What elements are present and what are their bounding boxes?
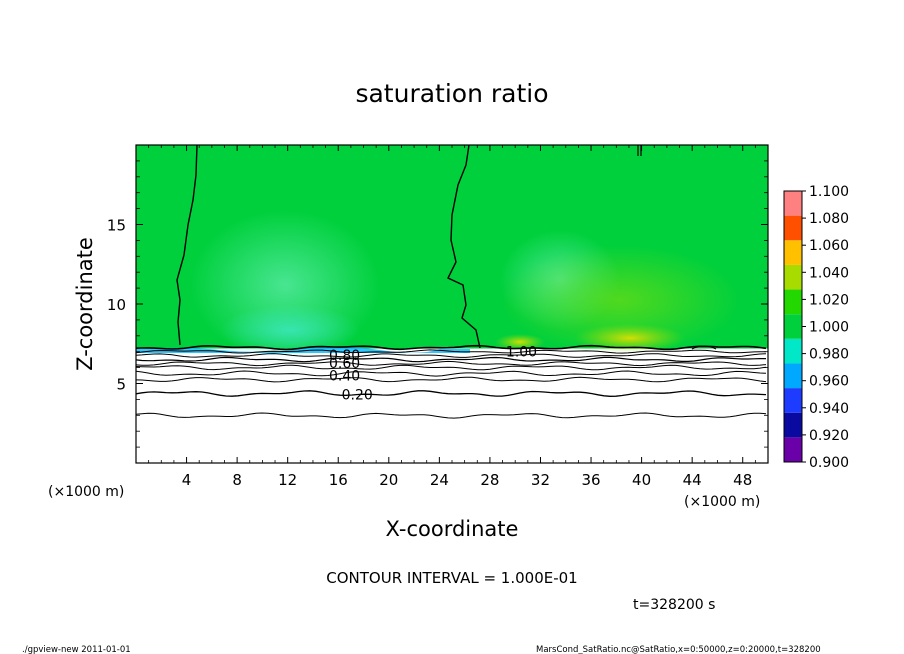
- y-tick-label-0: 5: [116, 376, 126, 394]
- contour-label-1: 0.80: [329, 348, 360, 364]
- contour-vertical-right: [447, 145, 481, 349]
- chart-title: saturation ratio: [355, 79, 548, 108]
- time-stamp: t=328200 s: [633, 597, 715, 613]
- colorbar-swatch-6: [784, 289, 802, 315]
- colorbar-label-4: 0.980: [809, 347, 849, 363]
- contour-line-9: [136, 412, 767, 419]
- x-tick-label-6: 28: [480, 471, 499, 489]
- colorbar-swatch-1: [784, 412, 802, 438]
- contour-label-2: 0.60: [329, 356, 360, 372]
- contour-line-7: [136, 376, 767, 383]
- y-tick-label-1: 10: [107, 296, 126, 314]
- x-tick-label-3: 16: [329, 471, 348, 489]
- y-tick-label-2: 15: [107, 217, 126, 235]
- x-tick-label-0: 4: [182, 471, 192, 489]
- colorbar-label-8: 1.060: [809, 238, 849, 254]
- colorbar-swatch-3: [784, 363, 802, 389]
- x-unit-left: (×1000 m): [48, 484, 124, 500]
- x-tick-label-11: 48: [733, 471, 752, 489]
- y-axis-label: Z-coordinate: [73, 237, 97, 371]
- x-tick-label-5: 24: [430, 471, 449, 489]
- contour-line-5: [136, 364, 767, 371]
- contour-line-1: [136, 349, 766, 354]
- x-tick-label-10: 44: [683, 471, 702, 489]
- colorbar-label-1: 0.920: [809, 428, 849, 444]
- contour-line-0: [136, 344, 767, 351]
- x-tick-label-1: 8: [232, 471, 242, 489]
- contour-labels: 1.00 0.800.600.40 0.20: [329, 345, 537, 404]
- colorbar-swatch-5: [784, 314, 802, 339]
- contour-line-4: [136, 360, 767, 367]
- contour-vertical-left: [176, 145, 198, 346]
- colorbar: 0.900 0.920 0.940 0.960 0.980 1.000 1.020 1.040…: [783, 184, 849, 471]
- contour-label-4: 0.20: [342, 388, 373, 404]
- contour-label-0: 1.00: [506, 345, 537, 361]
- colorbar-label-0: 0.900: [809, 455, 849, 471]
- colorbar-label-7: 1.040: [809, 265, 849, 281]
- x-tick-label-4: 20: [379, 471, 398, 489]
- x-tick-label-8: 36: [581, 471, 600, 489]
- x-tick-label-2: 12: [278, 471, 297, 489]
- colorbar-swatch-2: [784, 388, 802, 413]
- x-axis-label: X-coordinate: [386, 517, 519, 541]
- contour-lines: [136, 145, 767, 419]
- colorbar-swatch-9: [784, 215, 802, 241]
- colorbar-label-9: 1.080: [809, 211, 849, 227]
- contour-line-3: [136, 356, 766, 363]
- plot-area: [136, 145, 768, 463]
- contour-line-6: [136, 370, 767, 377]
- colorbar-label-2: 0.940: [809, 401, 849, 417]
- x-tick-label-9: 40: [632, 471, 651, 489]
- field-anomaly-lime: [500, 245, 740, 355]
- contour-line-2: [136, 353, 767, 358]
- field-anomaly-cyan: [220, 305, 360, 355]
- contour-bump: [691, 345, 717, 350]
- colorbar-swatch-4: [784, 338, 802, 364]
- field-anomaly-yellow-small: [495, 334, 545, 350]
- contour-interval: CONTOUR INTERVAL = 1.000E-01: [326, 569, 577, 587]
- colorbar-swatch-7: [784, 264, 802, 290]
- colorbar-label-10: 1.100: [809, 184, 849, 200]
- colorbar-swatch-0: [784, 437, 802, 462]
- contour-label-3: 0.40: [329, 369, 360, 385]
- field-anomaly-yellow: [575, 324, 685, 352]
- x-unit-right: (×1000 m): [684, 494, 760, 510]
- colorbar-swatch-10: [784, 191, 802, 216]
- colorbar-swatch-8: [784, 240, 802, 265]
- colorbar-label-3: 0.960: [809, 374, 849, 390]
- footer-left: ./gpview-new 2011-01-01: [22, 645, 131, 654]
- colorbar-label-6: 1.020: [809, 292, 849, 308]
- colorbar-label-5: 1.000: [809, 320, 849, 336]
- footer-right: MarsCond_SatRatio.nc@SatRatio,x=0:50000,…: [536, 645, 821, 654]
- contour-line-8: [136, 390, 767, 397]
- contour-top-mark: [637, 145, 642, 156]
- x-tick-label-7: 32: [531, 471, 550, 489]
